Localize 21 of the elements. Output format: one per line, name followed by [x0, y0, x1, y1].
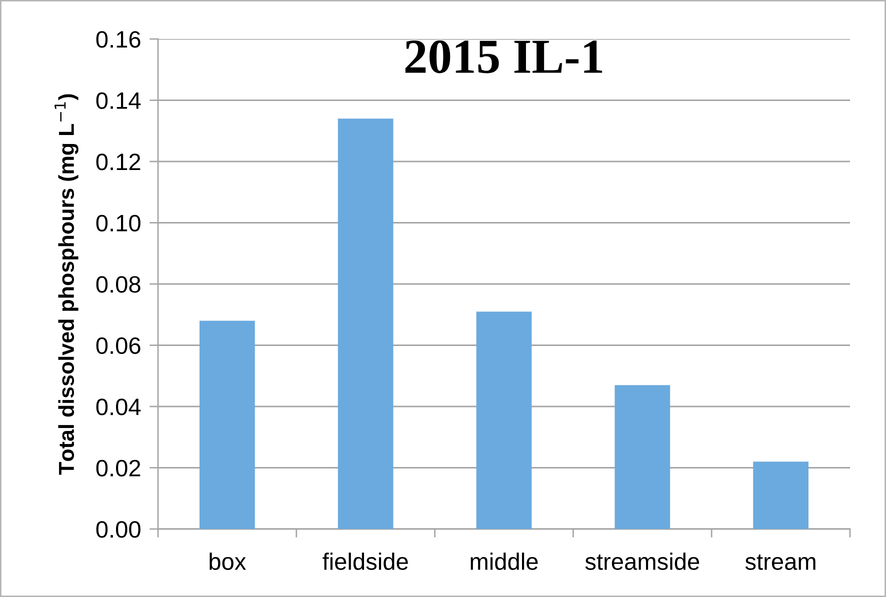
y-tick-label: 0.16: [96, 31, 140, 48]
bar: [338, 118, 394, 529]
y-tick-label: 0.10: [96, 214, 140, 232]
bar: [476, 312, 532, 529]
x-tick-label: fieldside: [322, 552, 408, 570]
bar: [753, 462, 808, 529]
y-axis-title: Total dissolved phosphours (mg L$^{−1}$): [54, 94, 78, 475]
y-tick-label: 0.06: [96, 337, 140, 354]
y-tick-label: 0.08: [96, 276, 140, 293]
y-tick-label: 0.14: [96, 92, 141, 110]
y-tick-label: 0.12: [96, 154, 140, 170]
x-tick-label: box: [210, 552, 246, 570]
chart-title: 2015 IL-1: [405, 40, 602, 74]
y-tick-label: 0.02: [96, 460, 140, 477]
y-tick-label: 0.04: [96, 398, 141, 416]
y-tick-label: 0.00: [96, 521, 140, 538]
x-tick-label: middle: [470, 552, 538, 570]
bar: [200, 320, 255, 529]
x-tick-label: stream: [745, 554, 816, 570]
bar: [614, 385, 670, 529]
x-tick-label: streamside: [585, 552, 700, 570]
